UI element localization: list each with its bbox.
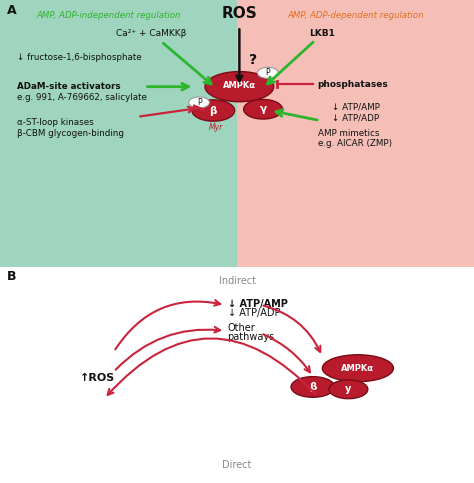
Text: e.g. AICAR (ZMP): e.g. AICAR (ZMP): [318, 140, 392, 148]
Text: AMPKα: AMPKα: [341, 364, 374, 373]
Text: y: y: [345, 384, 352, 394]
Ellipse shape: [244, 99, 283, 119]
Text: ↓ ATP/ADP: ↓ ATP/ADP: [332, 113, 379, 122]
Text: ↓ ATP/ADP: ↓ ATP/ADP: [228, 309, 280, 318]
Circle shape: [189, 97, 210, 108]
Ellipse shape: [192, 100, 235, 121]
Text: β: β: [210, 105, 217, 115]
Text: Indirect: Indirect: [219, 276, 255, 285]
Text: β-CBM glycogen-binding: β-CBM glycogen-binding: [17, 129, 124, 138]
Text: P: P: [197, 98, 201, 107]
Ellipse shape: [322, 355, 393, 382]
Text: P: P: [265, 68, 270, 77]
Text: e.g. 991, A-769662, salicylate: e.g. 991, A-769662, salicylate: [17, 93, 146, 102]
Text: Ca²⁺ + CaMKKβ: Ca²⁺ + CaMKKβ: [117, 29, 187, 38]
Text: Myr: Myr: [209, 123, 223, 132]
Bar: [0, 249, 237, 268]
Text: γ: γ: [259, 104, 267, 114]
Text: B: B: [7, 270, 17, 283]
Ellipse shape: [329, 380, 368, 398]
Text: ↑ROS: ↑ROS: [80, 372, 115, 383]
Bar: [237, 249, 474, 268]
Text: β: β: [309, 382, 317, 392]
Text: AMP mimetics: AMP mimetics: [318, 129, 379, 138]
Text: LKB1: LKB1: [310, 29, 335, 38]
Text: ↓ fructose-1,6-bisphosphate: ↓ fructose-1,6-bisphosphate: [17, 53, 141, 62]
Text: phosphatases: phosphatases: [318, 80, 388, 89]
Text: AMP, ADP-independent regulation: AMP, ADP-independent regulation: [37, 11, 181, 20]
Text: ROS: ROS: [221, 6, 257, 21]
Text: A: A: [7, 4, 17, 17]
Text: ?: ?: [249, 53, 257, 67]
Ellipse shape: [205, 71, 274, 102]
Text: pathways: pathways: [228, 332, 275, 342]
Bar: [0, 0, 237, 251]
Text: ADaM-site activators: ADaM-site activators: [17, 82, 120, 91]
Ellipse shape: [291, 377, 335, 397]
Text: AMPKα: AMPKα: [223, 81, 256, 90]
Text: α-ST-loop kinases: α-ST-loop kinases: [17, 118, 93, 127]
Text: AMP, ADP-dependent regulation: AMP, ADP-dependent regulation: [287, 11, 424, 20]
Text: Other: Other: [228, 323, 255, 332]
Text: ↓ ATP/AMP: ↓ ATP/AMP: [332, 103, 380, 112]
Text: ↓ ATP/AMP: ↓ ATP/AMP: [228, 299, 287, 309]
Bar: [237, 0, 474, 251]
Text: Direct: Direct: [222, 460, 252, 470]
Circle shape: [257, 67, 278, 78]
